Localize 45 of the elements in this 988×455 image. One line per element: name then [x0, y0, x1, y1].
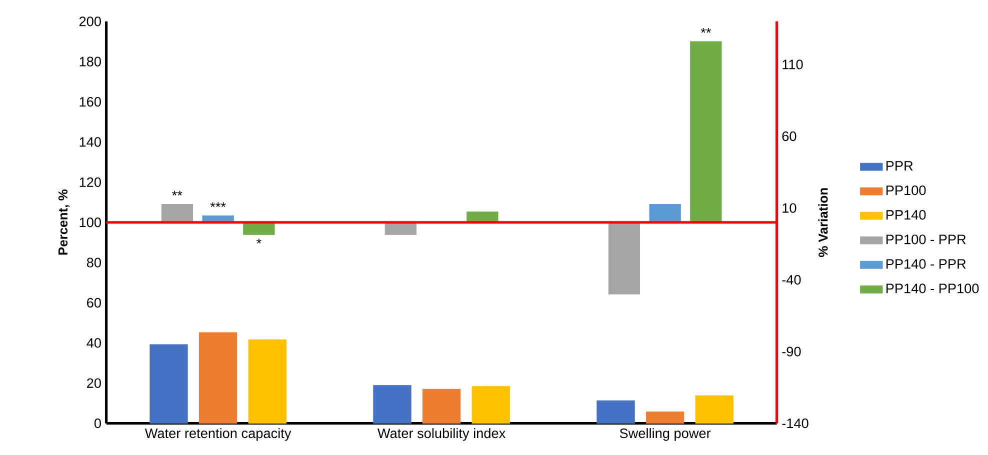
data-label: ** — [700, 28, 712, 33]
y-tick-label: 200 — [79, 16, 101, 26]
legend-label: PP100 - PPR — [886, 234, 966, 244]
legend-label: PPR — [886, 160, 913, 170]
y-tick-label: 120 — [80, 177, 101, 187]
x-tick-label: Water retention capacity — [144, 428, 292, 441]
legend-label: PP100 — [886, 185, 926, 195]
y-axis-title: Percent, % — [58, 189, 70, 254]
y-tick-label: 40 — [86, 338, 101, 348]
bar — [422, 388, 461, 424]
bar — [695, 395, 734, 424]
legend-label: PP140 - PPR — [886, 258, 966, 269]
y2-tick-label: 60 — [782, 131, 796, 141]
bar — [646, 411, 684, 424]
data-label: *** — [210, 202, 226, 207]
x-tick-label: Water solubility index — [378, 428, 506, 441]
y-tick-label: 0 — [94, 418, 101, 428]
data-label: ** — [172, 190, 182, 196]
y-tick-label: 60 — [87, 298, 101, 308]
bar — [150, 344, 188, 424]
bar — [198, 332, 238, 424]
legend-label: PP140 — [886, 210, 926, 220]
bar — [608, 222, 640, 294]
bar — [248, 339, 286, 424]
y2-tick-label: -40 — [782, 274, 801, 284]
legend-label: PP140 - PP100 — [886, 283, 979, 294]
bar — [596, 400, 635, 424]
y-tick-label: 180 — [80, 56, 101, 66]
bar — [373, 384, 412, 424]
y2-tick-label: 10 — [782, 202, 796, 213]
y2-axis-title: % Variation — [818, 188, 828, 257]
y2-tick-label: -90 — [782, 346, 801, 356]
data-label: * — [256, 238, 262, 244]
y-tick-label: 160 — [80, 96, 101, 106]
bar — [649, 204, 681, 222]
y2-tick-label: -140 — [782, 418, 808, 428]
bar — [472, 386, 510, 424]
y-tick-label: 20 — [87, 378, 101, 388]
y-tick-label: 80 — [86, 258, 101, 268]
x-tick-label: Swelling power — [620, 428, 711, 441]
y2-tick-label: 110 — [782, 59, 803, 70]
bar — [161, 204, 194, 222]
bar — [690, 41, 722, 222]
y-tick-label: 140 — [80, 136, 101, 147]
y-tick-label: 100 — [80, 217, 101, 227]
